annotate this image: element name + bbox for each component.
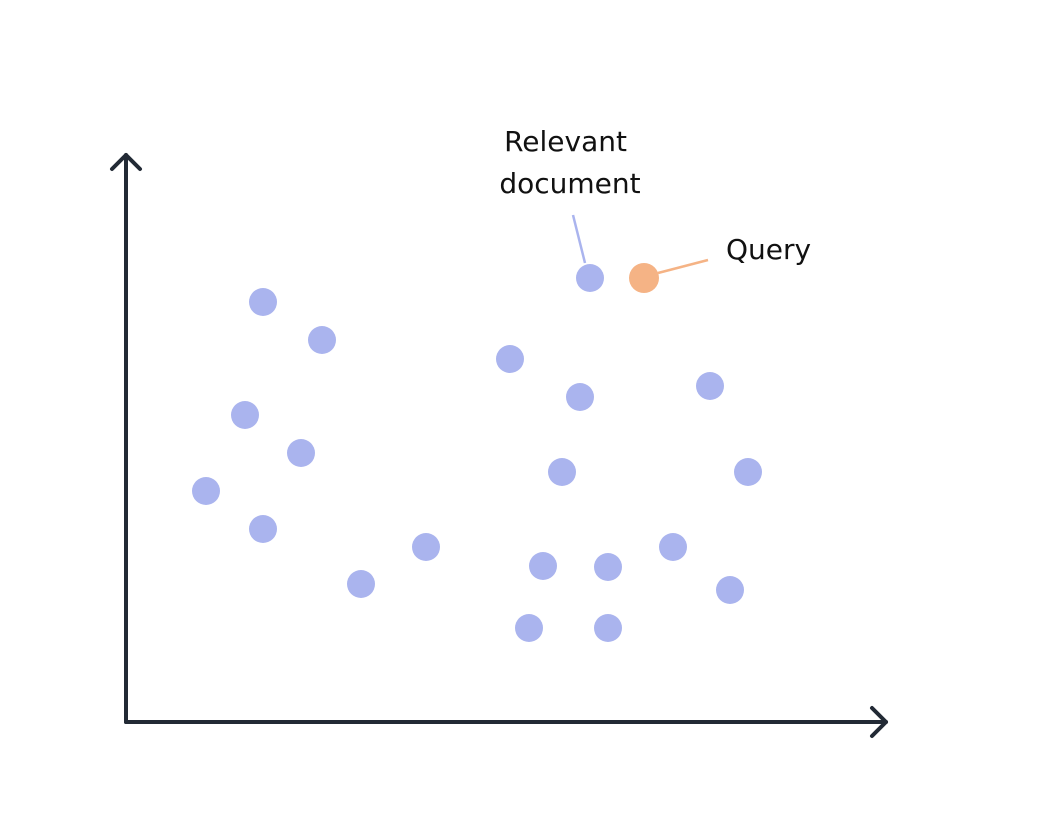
document-point <box>496 345 524 373</box>
document-point <box>734 458 762 486</box>
document-point <box>249 515 277 543</box>
document-point <box>515 614 543 642</box>
relevant-document-label: Relevant document <box>499 125 640 200</box>
relevant-document-label-line-1: Relevant <box>504 125 627 158</box>
document-point <box>529 552 557 580</box>
y-axis-arrowhead <box>110 153 142 171</box>
document-point <box>594 614 622 642</box>
document-point <box>412 533 440 561</box>
document-point <box>308 326 336 354</box>
axes <box>110 153 888 738</box>
document-point <box>696 372 724 400</box>
document-point <box>548 458 576 486</box>
relevant-document-leader-line <box>571 214 587 264</box>
document-point <box>249 288 277 316</box>
relevant-document-point <box>576 264 604 292</box>
document-points <box>192 264 762 642</box>
document-point <box>347 570 375 598</box>
query-point <box>629 263 659 293</box>
relevant-document-label-line-2: document <box>499 167 640 200</box>
query-leader-line <box>657 258 709 275</box>
document-point <box>716 576 744 604</box>
x-axis-arrowhead <box>870 706 888 738</box>
document-point <box>287 439 315 467</box>
document-point <box>192 477 220 505</box>
query-label: Query <box>726 233 811 266</box>
document-point <box>594 553 622 581</box>
document-point <box>566 383 594 411</box>
document-point <box>231 401 259 429</box>
document-point <box>659 533 687 561</box>
